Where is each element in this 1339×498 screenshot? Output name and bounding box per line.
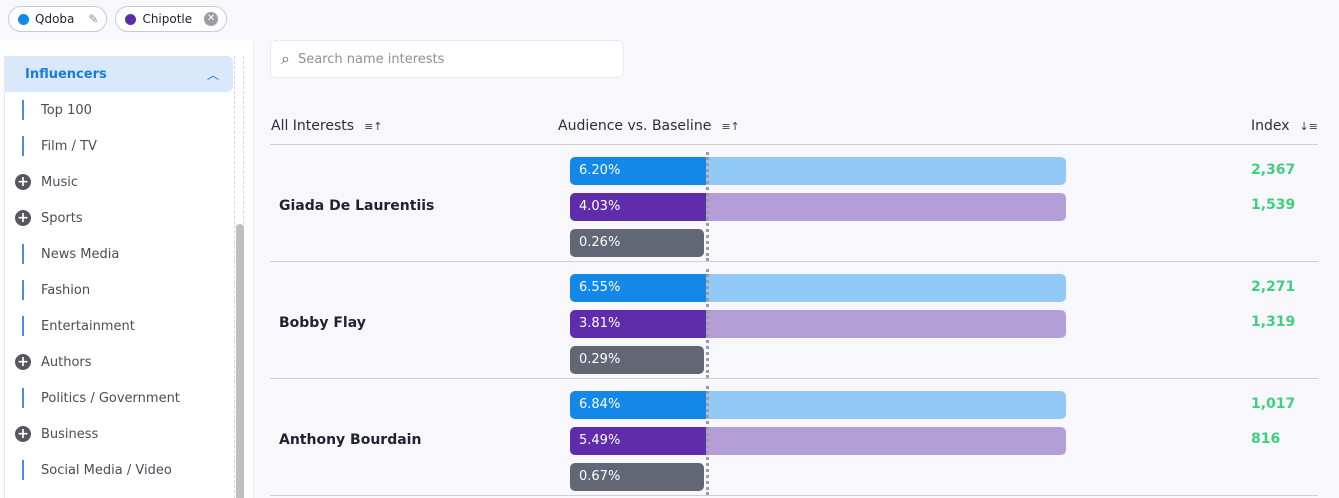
chipotle-color-dot	[125, 13, 137, 25]
leaf-marker	[22, 388, 24, 408]
chipotle-index: 1,319	[1251, 314, 1296, 330]
qdoba-index: 2,367	[1251, 162, 1296, 178]
baseline-bar: 0.67%	[570, 463, 1066, 491]
qdoba-bar-value: 6.20%	[570, 157, 706, 185]
leaf-marker	[22, 280, 24, 300]
plus-circle-icon[interactable]: +	[15, 210, 31, 226]
audience-chips: Qdoba ✎ Chipotle ✕	[8, 6, 228, 32]
search-input[interactable]	[297, 51, 598, 67]
row-divider	[270, 378, 1318, 379]
baseline-marker	[706, 269, 709, 378]
sidebar-item-entertainment[interactable]: Entertainment	[5, 308, 233, 344]
sort-ascending-icon[interactable]: ≡↑	[721, 119, 740, 133]
column-header-interests[interactable]: All Interests ≡↑	[271, 118, 383, 134]
sidebar-item-authors[interactable]: + Authors	[5, 344, 233, 380]
plus-circle-icon[interactable]: +	[15, 354, 31, 370]
baseline-bar-value: 0.29%	[570, 346, 704, 374]
chip-label: Chipotle	[142, 12, 193, 26]
sidebar-item-news-media[interactable]: News Media	[5, 236, 233, 272]
chip-qdoba[interactable]: Qdoba ✎	[8, 6, 108, 32]
sort-descending-icon[interactable]: ↓≡	[1299, 119, 1318, 133]
column-header-audience[interactable]: Audience vs. Baseline ≡↑	[558, 118, 740, 134]
chipotle-bar: 4.03%	[570, 193, 1066, 221]
chip-chipotle[interactable]: Chipotle ✕	[115, 6, 228, 32]
pencil-icon[interactable]: ✎	[88, 12, 99, 26]
sidebar-item-politics-government[interactable]: Politics / Government	[5, 380, 233, 416]
sidebar-item-label: Business	[41, 426, 99, 442]
chipotle-index: 816	[1251, 431, 1281, 447]
sidebar-section-label: Influencers	[25, 66, 107, 82]
sidebar-item-label: Sports	[41, 210, 83, 226]
plus-circle-icon[interactable]: +	[15, 426, 31, 442]
baseline-marker	[706, 152, 709, 261]
qdoba-bar: 6.55%	[570, 274, 1066, 302]
qdoba-bar-value: 6.55%	[570, 274, 706, 302]
column-label: Index	[1251, 118, 1290, 134]
leaf-marker	[22, 136, 24, 156]
sidebar-item-label: Music	[41, 174, 78, 190]
leaf-marker	[22, 244, 24, 264]
sidebar-item-business[interactable]: + Business	[5, 416, 233, 452]
sidebar-item-social-media-video[interactable]: Social Media / Video	[5, 452, 233, 488]
qdoba-index: 1,017	[1251, 396, 1296, 412]
baseline-bar-value: 0.67%	[570, 463, 704, 491]
chipotle-bar-value: 4.03%	[570, 193, 706, 221]
leaf-marker	[22, 460, 24, 480]
search-icon: ⌕	[281, 49, 290, 68]
qdoba-color-dot	[18, 13, 29, 25]
sidebar-item-film-tv[interactable]: Film / TV	[5, 128, 233, 164]
row-divider	[270, 495, 1318, 496]
sidebar-item-sports[interactable]: + Sports	[5, 200, 233, 236]
chipotle-bar-value: 5.49%	[570, 427, 706, 455]
column-label: Audience vs. Baseline	[558, 118, 712, 134]
chip-label: Qdoba	[35, 12, 75, 26]
baseline-bar-value: 0.26%	[570, 229, 704, 257]
chipotle-bar: 5.49%	[570, 427, 1066, 455]
baseline-bar: 0.26%	[570, 229, 1066, 257]
plus-circle-icon[interactable]: +	[15, 174, 31, 190]
close-icon[interactable]: ✕	[204, 12, 219, 26]
sidebar-item-label: Politics / Government	[41, 390, 180, 406]
sidebar-section-influencers[interactable]: Influencers ︿	[5, 56, 233, 92]
sidebar-item-label: Social Media / Video	[41, 462, 172, 478]
sidebar-item-label: Authors	[41, 354, 92, 370]
category-list: Influencers ︿ Top 100 Film / TV + Music +…	[4, 56, 233, 498]
qdoba-bar: 6.84%	[570, 391, 1066, 419]
category-sidebar: Influencers ︿ Top 100 Film / TV + Music +…	[0, 40, 254, 498]
sort-ascending-icon[interactable]: ≡↑	[364, 119, 383, 133]
sidebar-item-label: News Media	[41, 246, 120, 262]
leaf-marker	[22, 100, 24, 120]
chipotle-bar: 3.81%	[570, 310, 1066, 338]
qdoba-index: 2,271	[1251, 279, 1296, 295]
qdoba-bar-value: 6.84%	[570, 391, 706, 419]
sidebar-item-music[interactable]: + Music	[5, 164, 233, 200]
search-box[interactable]: ⌕	[270, 40, 624, 78]
leaf-marker	[22, 316, 24, 336]
row-divider	[270, 261, 1318, 262]
sidebar-item-label: Film / TV	[41, 138, 97, 154]
qdoba-bar: 6.20%	[570, 157, 1066, 185]
sidebar-scrollbar[interactable]	[234, 56, 244, 498]
column-header-index[interactable]: Index ↓≡	[1251, 118, 1318, 134]
baseline-marker	[706, 386, 709, 495]
chipotle-bar-value: 3.81%	[570, 310, 706, 338]
header-divider	[270, 144, 1318, 145]
sidebar-item-fashion[interactable]: Fashion	[5, 272, 233, 308]
chipotle-index: 1,539	[1251, 197, 1296, 213]
chevron-up-icon[interactable]: ︿	[206, 67, 219, 82]
interest-name[interactable]: Bobby Flay	[279, 315, 366, 331]
sidebar-item-label: Entertainment	[41, 318, 135, 334]
sidebar-item-label: Fashion	[41, 282, 91, 298]
interest-name[interactable]: Anthony Bourdain	[279, 432, 422, 448]
column-label: All Interests	[271, 118, 355, 134]
baseline-bar: 0.29%	[570, 346, 1066, 374]
sidebar-item-top-100[interactable]: Top 100	[5, 92, 233, 128]
sidebar-item-label: Top 100	[41, 102, 92, 118]
interest-name[interactable]: Giada De Laurentiis	[279, 198, 435, 214]
scrollbar-thumb[interactable]	[236, 224, 244, 498]
